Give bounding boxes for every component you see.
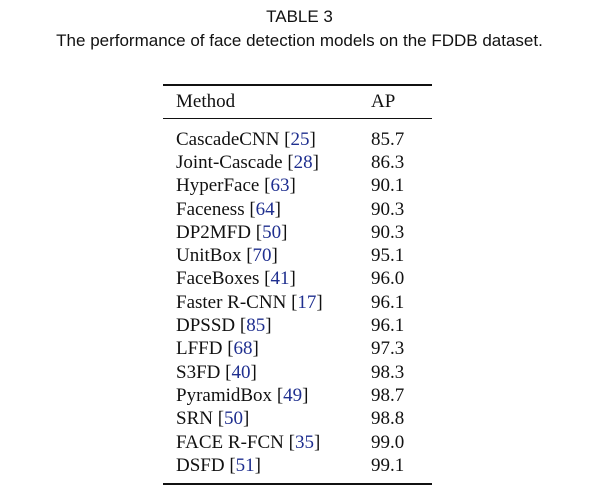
citation-link[interactable]: 63: [270, 175, 290, 197]
ap-value: 90.1: [371, 175, 405, 197]
method-cell: S3FD [40]: [176, 361, 257, 383]
method-cell: LFFD [68]: [176, 338, 259, 360]
ap-value: 85.7: [371, 128, 405, 150]
method-cell: DPSSD [85]: [176, 315, 272, 337]
ap-value: 96.0: [371, 268, 405, 290]
table-row: UnitBox [70] 95.1: [163, 244, 432, 267]
citation-link[interactable]: 25: [290, 128, 310, 150]
method-cell: PyramidBox [49]: [176, 384, 309, 406]
method-name: FACE R-FCN: [176, 431, 284, 453]
method-cell: DSFD [51]: [176, 454, 261, 476]
table-row: Faster R-CNN [17] 96.1: [163, 291, 432, 314]
ap-value: 90.3: [371, 198, 405, 220]
method-cell: Faceness [64]: [176, 198, 281, 220]
method-name: FaceBoxes: [176, 268, 260, 290]
method-cell: UnitBox [70]: [176, 245, 278, 267]
citation-link[interactable]: 28: [293, 151, 313, 173]
table-row: Faceness [64] 90.3: [163, 198, 432, 221]
table-row: CascadeCNN [25] 85.7: [163, 128, 432, 151]
citation-link[interactable]: 40: [231, 361, 251, 383]
method-cell: Faster R-CNN [17]: [176, 291, 323, 313]
table-row: FACE R-FCN [35] 99.0: [163, 431, 432, 454]
table-row: HyperFace [63] 90.1: [163, 175, 432, 198]
method-name: CascadeCNN: [176, 128, 280, 150]
ap-value: 98.3: [371, 361, 405, 383]
method-cell: Joint-Cascade [28]: [176, 151, 319, 173]
header-ap: AP: [371, 91, 396, 112]
ap-value: 96.1: [371, 315, 405, 337]
citation-link[interactable]: 17: [297, 291, 317, 313]
ap-value: 98.7: [371, 384, 405, 406]
ap-value: 90.3: [371, 221, 405, 243]
table-row: S3FD [40] 98.3: [163, 361, 432, 384]
method-name: HyperFace: [176, 175, 260, 197]
ap-value: 95.1: [371, 245, 405, 267]
citation-link[interactable]: 68: [233, 338, 253, 360]
header-method: Method: [176, 91, 236, 112]
table-row: Joint-Cascade [28] 86.3: [163, 151, 432, 174]
citation-link[interactable]: 64: [255, 198, 275, 220]
method-name: S3FD: [176, 361, 221, 383]
method-name: DPSSD: [176, 315, 236, 337]
table-row: FaceBoxes [41] 96.0: [163, 268, 432, 291]
method-cell: FACE R-FCN [35]: [176, 431, 321, 453]
citation-link[interactable]: 85: [246, 315, 266, 337]
table-bottom-rule: [163, 483, 432, 486]
table-header-rule: [163, 118, 432, 119]
ap-value: 97.3: [371, 338, 405, 360]
ap-value: 99.0: [371, 431, 405, 453]
method-name: Faceness: [176, 198, 245, 220]
table-row: PyramidBox [49] 98.7: [163, 384, 432, 407]
method-name: PyramidBox: [176, 384, 273, 406]
ap-value: 86.3: [371, 151, 405, 173]
citation-link[interactable]: 35: [294, 431, 314, 453]
method-cell: FaceBoxes [41]: [176, 268, 296, 290]
table-row: DSFD [51] 99.1: [163, 454, 432, 477]
method-cell: HyperFace [63]: [176, 175, 296, 197]
method-name: SRN: [176, 408, 213, 430]
results-table: Method AP CascadeCNN [25] 85.7 Joint-Casca…: [163, 84, 432, 486]
method-name: LFFD: [176, 338, 223, 360]
method-name: DSFD: [176, 454, 225, 476]
ap-value: 99.1: [371, 454, 405, 476]
method-cell: CascadeCNN [25]: [176, 128, 316, 150]
method-cell: SRN [50]: [176, 408, 250, 430]
ap-value: 98.8: [371, 408, 405, 430]
table-header-row: Method AP: [163, 86, 432, 118]
citation-link[interactable]: 41: [270, 268, 290, 290]
table-label: TABLE 3: [266, 7, 333, 26]
table-body: CascadeCNN [25] 85.7 Joint-Cascade [28] 86.…: [163, 119, 432, 483]
method-name: DP2MFD: [176, 221, 251, 243]
method-name: Faster R-CNN: [176, 291, 287, 313]
table-row: DP2MFD [50] 90.3: [163, 221, 432, 244]
table-row: SRN [50] 98.8: [163, 408, 432, 431]
table-row: LFFD [68] 97.3: [163, 338, 432, 361]
method-name: Joint-Cascade: [176, 151, 283, 173]
citation-link[interactable]: 50: [262, 221, 282, 243]
citation-link[interactable]: 51: [235, 454, 255, 476]
citation-link[interactable]: 70: [252, 245, 272, 267]
citation-link[interactable]: 50: [224, 408, 244, 430]
table-caption: The performance of face detection models…: [56, 31, 543, 50]
method-name: UnitBox: [176, 245, 242, 267]
ap-value: 96.1: [371, 291, 405, 313]
table-row: DPSSD [85] 96.1: [163, 314, 432, 337]
method-cell: DP2MFD [50]: [176, 221, 288, 243]
table-top-rule: [163, 84, 432, 86]
citation-link[interactable]: 49: [283, 384, 303, 406]
